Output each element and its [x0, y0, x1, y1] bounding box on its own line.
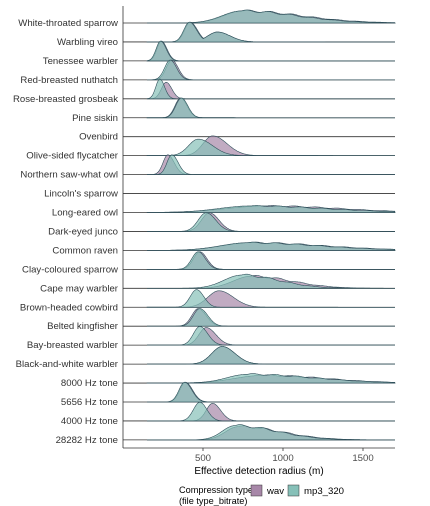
- x-tick-label: 1000: [272, 453, 293, 464]
- legend-swatch-wav: [250, 484, 263, 497]
- ridge-wav-clay-coloured-sparrow: [146, 251, 395, 270]
- ridge-wav-black-and-white-warbler: [147, 346, 395, 365]
- ridge-mp3-320-red-breasted-nuthatch: [147, 59, 395, 81]
- ridge-mp3-320-olive-sided-flycatcher: [146, 138, 395, 156]
- legend-title-line1: Compression type: [179, 485, 253, 495]
- ridge-wav-tenessee-warbler: [146, 40, 395, 62]
- ridge-mp3-320-cape-may-warbler: [147, 273, 395, 289]
- category-label: Pine siskin: [72, 113, 118, 124]
- ridge-row-white-throated-sparrow: [123, 9, 396, 24]
- category-labels: White-throated sparrow Warbling vireo Tene…: [13, 18, 119, 446]
- ridge-wav-bay-breasted-warbler: [147, 327, 395, 346]
- category-label: Clay-coloured sparrow: [22, 264, 118, 275]
- ridge-mp3-320-28282-hz-tone: [147, 424, 395, 441]
- ridge-mp3-320-belted-kingfisher: [147, 308, 395, 327]
- ridge-row-clay-coloured-sparrow: [123, 251, 395, 270]
- category-label: Bay-breasted warbler: [27, 340, 119, 351]
- x-axis: 500 1000 1500: [123, 447, 395, 464]
- ridge-row-pine-siskin: [123, 97, 395, 119]
- category-label: Cape may warbler: [40, 283, 119, 294]
- ridge-mp3-320-northern-saw-what-owl: [147, 154, 395, 175]
- ridge-mp3-320-common-raven: [147, 241, 396, 251]
- legend: Compression type (file type_bitrate) wav…: [179, 484, 344, 506]
- ridge-mp3-320-pine-siskin: [146, 97, 395, 119]
- ridge-row-common-raven: [123, 241, 396, 251]
- ridge-mp3-320-5656-hz-tone: [147, 381, 395, 403]
- category-label: Northern saw-what owl: [20, 170, 118, 181]
- x-tick-label: 1500: [352, 453, 373, 464]
- legend-title-line2: (file type_bitrate): [179, 496, 247, 506]
- ridge-row-8000-hz-tone: [123, 373, 396, 384]
- ridge-row-dark-eyed-junco: [123, 212, 395, 232]
- ridge-mp3-320-dark-eyed-junco: [147, 212, 395, 232]
- x-axis-title: Effective detection radius (m): [194, 466, 323, 477]
- ridge-row-cape-may-warbler: [123, 273, 395, 289]
- ridge-mp3-320-clay-coloured-sparrow: [146, 251, 395, 270]
- category-label: Dark-eyed junco: [48, 226, 118, 237]
- ridge-row-tenessee-warbler: [123, 40, 395, 62]
- category-label: Ovenbird: [79, 132, 118, 143]
- ridge-row-belted-kingfisher: [123, 308, 395, 327]
- ridge-mp3-320-8000-hz-tone: [146, 373, 396, 384]
- category-label: 5656 Hz tone: [61, 397, 118, 408]
- ridge-row-4000-hz-tone: [123, 402, 395, 422]
- ridge-row-rose-breasted-grosbeak: [123, 78, 395, 100]
- ridge-wav-red-breasted-nuthatch: [147, 59, 395, 81]
- ridge-row-black-and-white-warbler: [123, 346, 395, 365]
- ridge-row-red-breasted-nuthatch: [123, 59, 395, 81]
- legend-label-mp3-320: mp3_320: [304, 486, 344, 497]
- ridge-wav-dark-eyed-junco: [147, 212, 395, 232]
- category-label: Belted kingfisher: [47, 321, 119, 332]
- category-label: 4000 Hz tone: [61, 416, 118, 427]
- category-label: Common raven: [52, 245, 118, 256]
- category-label: Rose-breasted grosbeak: [13, 94, 118, 105]
- ridge-row-northern-saw-what-owl: [123, 154, 395, 176]
- ridges-layer: [122, 6, 396, 448]
- category-label: Tenessee warbler: [43, 56, 119, 67]
- ridge-wav-rose-breasted-grosbeak: [147, 81, 395, 100]
- category-label: 28282 Hz tone: [56, 435, 118, 446]
- x-tick-label: 500: [195, 453, 211, 464]
- ridge-row-warbling-vireo: [123, 21, 395, 43]
- ridge-row-bay-breasted-warbler: [123, 326, 395, 346]
- ridge-row-5656-hz-tone: [123, 381, 395, 403]
- ridge-mp3-320-rose-breasted-grosbeak: [146, 78, 395, 100]
- legend-swatch-mp3-320: [287, 484, 300, 497]
- category-label: Olive-sided flycatcher: [26, 151, 119, 162]
- ridge-mp3-320-warbling-vireo: [146, 21, 395, 43]
- category-label: Brown-headed cowbird: [20, 302, 118, 313]
- ridge-row-long-eared-owl: [123, 205, 396, 213]
- ridge-mp3-320-long-eared-owl: [147, 205, 396, 213]
- ridge-mp3-320-bay-breasted-warbler: [147, 326, 395, 346]
- ridge-row-28282-hz-tone: [123, 424, 395, 441]
- ridge-mp3-320-black-and-white-warbler: [147, 346, 395, 365]
- category-label: Warbling vireo: [57, 37, 118, 48]
- legend-label-wav: wav: [266, 486, 284, 497]
- category-label: Red-breasted nuthatch: [20, 75, 118, 86]
- ridge-mp3-320-tenessee-warbler: [146, 40, 395, 62]
- ridge-wav-belted-kingfisher: [147, 308, 395, 327]
- category-label: Lincoln's sparrow: [44, 189, 118, 200]
- category-label: Long-eared owl: [52, 208, 118, 219]
- category-label: White-throated sparrow: [18, 18, 118, 29]
- category-label: 8000 Hz tone: [61, 378, 118, 389]
- category-label: Black-and-white warbler: [16, 359, 119, 370]
- ridge-mp3-320-4000-hz-tone: [147, 402, 395, 422]
- ridge-wav-4000-hz-tone: [147, 403, 395, 422]
- ridge-row-olive-sided-flycatcher: [123, 135, 395, 157]
- ridge-row-brown-headed-cowbird: [123, 289, 395, 308]
- ridge-mp3-320-brown-headed-cowbird: [146, 289, 395, 308]
